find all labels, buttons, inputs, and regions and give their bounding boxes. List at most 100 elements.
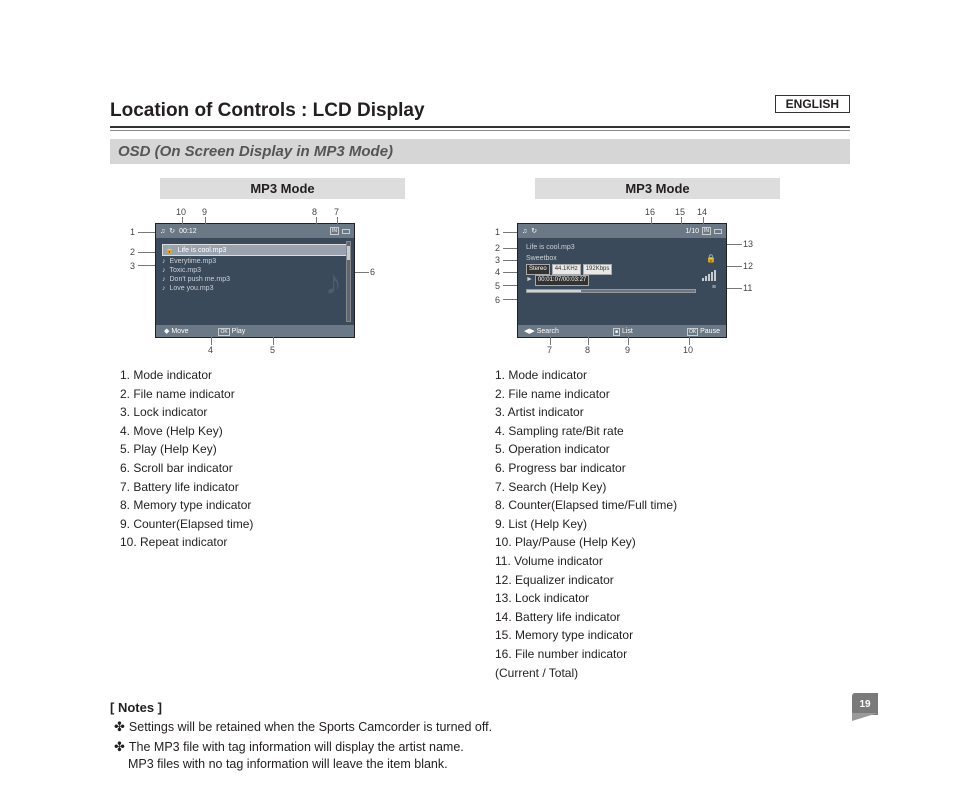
repeat-icon: ↻ bbox=[531, 227, 537, 235]
legend-right: 1. Mode indicator 2. File name indicator… bbox=[495, 366, 830, 682]
page-tab-shadow bbox=[852, 713, 878, 721]
progress-bar bbox=[526, 289, 696, 293]
battery-icon bbox=[714, 229, 722, 234]
bullet-icon: ✤ bbox=[114, 739, 129, 754]
legend-item: 4. Sampling rate/Bit rate bbox=[495, 422, 830, 441]
volume-icon bbox=[702, 270, 716, 281]
section-heading: OSD (On Screen Display in MP3 Mode) bbox=[110, 139, 850, 164]
callout: 1 bbox=[495, 227, 500, 237]
stereo-tag: Stereo bbox=[526, 264, 550, 275]
scrollbar bbox=[346, 241, 351, 322]
memory-icon: IN bbox=[702, 227, 711, 235]
lcd-screen-right: ♫ ↻ 1/10 IN Life is cool.mp3 Sweetbox bbox=[517, 223, 727, 338]
legend-item: 11. Volume indicator bbox=[495, 552, 830, 571]
callout: 14 bbox=[697, 207, 707, 217]
callout: 10 bbox=[176, 207, 186, 217]
list-key-icon: ■ bbox=[613, 328, 620, 336]
note-item: ✤Settings will be retained when the Spor… bbox=[110, 719, 850, 735]
callout: 7 bbox=[334, 207, 339, 217]
artist: Sweetbox bbox=[526, 254, 696, 265]
battery-icon bbox=[342, 229, 350, 234]
callout: 9 bbox=[625, 345, 630, 355]
callout: 5 bbox=[270, 345, 275, 355]
legend-item: 3. Lock indicator bbox=[120, 403, 455, 422]
file-number: 1/10 bbox=[685, 228, 699, 235]
repeat-icon: ↻ bbox=[169, 227, 175, 235]
lcd-screen-left: ♫ ↻ 00:12 IN ♪ 🔒Life is cool.mp3 ♪Everyt… bbox=[155, 223, 355, 338]
legend-item: 2. File name indicator bbox=[495, 385, 830, 404]
move-key-icon: ◆ bbox=[164, 328, 169, 335]
legend-item: 1. Mode indicator bbox=[120, 366, 455, 385]
legend-item: 5. Play (Help Key) bbox=[120, 440, 455, 459]
callout: 1 bbox=[130, 227, 135, 237]
bullet-icon: ✤ bbox=[114, 719, 129, 734]
legend-left: 1. Mode indicator 2. File name indicator… bbox=[120, 366, 455, 552]
legend-item: 16. File number indicator bbox=[495, 645, 830, 664]
list-item: 🔒Life is cool.mp3 bbox=[162, 244, 348, 256]
legend-item: 8. Counter(Elapsed time/Full time) bbox=[495, 496, 830, 515]
legend-item: 13. Lock indicator bbox=[495, 589, 830, 608]
legend-item: 4. Move (Help Key) bbox=[120, 422, 455, 441]
help-bar: ◀▶ Search ■ List OK Pause bbox=[518, 325, 726, 337]
memory-icon: IN bbox=[330, 227, 339, 235]
page-title: Location of Controls : LCD Display bbox=[110, 100, 850, 122]
time-counter: 00:01:07/00:03:27 bbox=[535, 275, 589, 286]
callout: 2 bbox=[130, 247, 135, 257]
ok-key-icon: OK bbox=[218, 328, 229, 336]
columns: MP3 Mode ♫ ↻ 00:12 IN ♪ 🔒L bbox=[110, 178, 850, 682]
callout: 4 bbox=[208, 345, 213, 355]
legend-item: 10. Repeat indicator bbox=[120, 533, 455, 552]
callout: 5 bbox=[495, 281, 500, 291]
callout: 4 bbox=[495, 267, 500, 277]
list-item: ♪Love you.mp3 bbox=[162, 285, 348, 292]
legend-item: 1. Mode indicator bbox=[495, 366, 830, 385]
legend-item: 10. Play/Pause (Help Key) bbox=[495, 533, 830, 552]
callout: 12 bbox=[743, 261, 753, 271]
rule-thick bbox=[110, 126, 850, 128]
legend-item: 2. File name indicator bbox=[120, 385, 455, 404]
legend-item: 7. Search (Help Key) bbox=[495, 478, 830, 497]
list-item: ♪Everytime.mp3 bbox=[162, 258, 348, 265]
callout: 7 bbox=[547, 345, 552, 355]
mode-header-right: MP3 Mode bbox=[535, 178, 780, 199]
callout: 13 bbox=[743, 239, 753, 249]
legend-item: 9. List (Help Key) bbox=[495, 515, 830, 534]
rule-thin bbox=[110, 130, 850, 131]
callout: 8 bbox=[585, 345, 590, 355]
music-bg-icon: ♪ bbox=[325, 264, 342, 303]
callout: 11 bbox=[743, 283, 752, 293]
left-column: MP3 Mode ♫ ↻ 00:12 IN ♪ 🔒L bbox=[110, 178, 455, 682]
diagram-right: ♫ ↻ 1/10 IN Life is cool.mp3 Sweetbox bbox=[485, 205, 830, 360]
callout: 15 bbox=[675, 207, 685, 217]
legend-item: 6. Progress bar indicator bbox=[495, 459, 830, 478]
music-icon: ♫ bbox=[160, 228, 165, 235]
equalizer-icon: ≡ bbox=[712, 284, 716, 291]
ok-key-icon: OK bbox=[687, 328, 698, 336]
note-item: ✤The MP3 file with tag information will … bbox=[110, 739, 850, 755]
callout: 6 bbox=[370, 267, 375, 277]
callout: 16 bbox=[645, 207, 655, 217]
search-key-icon: ◀▶ bbox=[524, 328, 535, 335]
legend-item: 12. Equalizer indicator bbox=[495, 571, 830, 590]
notes-heading: [ Notes ] bbox=[110, 700, 850, 715]
list-item: ♪Don't push me.mp3 bbox=[162, 276, 348, 283]
list-item: ♪Toxic.mp3 bbox=[162, 267, 348, 274]
page-number-tab: 19 bbox=[852, 693, 878, 715]
music-icon: ♫ bbox=[522, 228, 527, 235]
diagram-left: ♫ ↻ 00:12 IN ♪ 🔒Life is cool.mp3 ♪Everyt… bbox=[110, 205, 455, 360]
bitrate-tag: 192Kbps bbox=[583, 264, 613, 275]
callout: 3 bbox=[495, 255, 500, 265]
status-bar: ♫ ↻ 1/10 IN bbox=[518, 224, 726, 238]
lock-icon: 🔒 bbox=[165, 246, 174, 254]
legend-item: 14. Battery life indicator bbox=[495, 608, 830, 627]
elapsed-time: 00:12 bbox=[179, 228, 197, 235]
callout: 3 bbox=[130, 261, 135, 271]
legend-item: 5. Operation indicator bbox=[495, 440, 830, 459]
callout: 6 bbox=[495, 295, 500, 305]
callout: 9 bbox=[202, 207, 207, 217]
callout: 10 bbox=[683, 345, 693, 355]
callout: 2 bbox=[495, 243, 500, 253]
help-bar: ◆ Move OK Play bbox=[156, 325, 354, 337]
mode-header-left: MP3 Mode bbox=[160, 178, 405, 199]
sample-tag: 44.1KHz bbox=[552, 264, 581, 275]
